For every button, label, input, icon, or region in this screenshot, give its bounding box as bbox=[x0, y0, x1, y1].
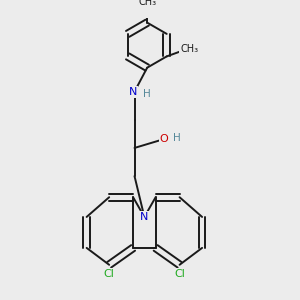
Text: N: N bbox=[140, 212, 148, 222]
Text: N: N bbox=[129, 87, 137, 97]
Text: CH₃: CH₃ bbox=[138, 0, 156, 7]
Text: H: H bbox=[143, 89, 151, 99]
Text: H: H bbox=[173, 133, 181, 143]
Text: Cl: Cl bbox=[104, 269, 115, 279]
Text: Cl: Cl bbox=[174, 269, 185, 279]
Text: O: O bbox=[160, 134, 169, 145]
Text: CH₃: CH₃ bbox=[180, 44, 198, 54]
